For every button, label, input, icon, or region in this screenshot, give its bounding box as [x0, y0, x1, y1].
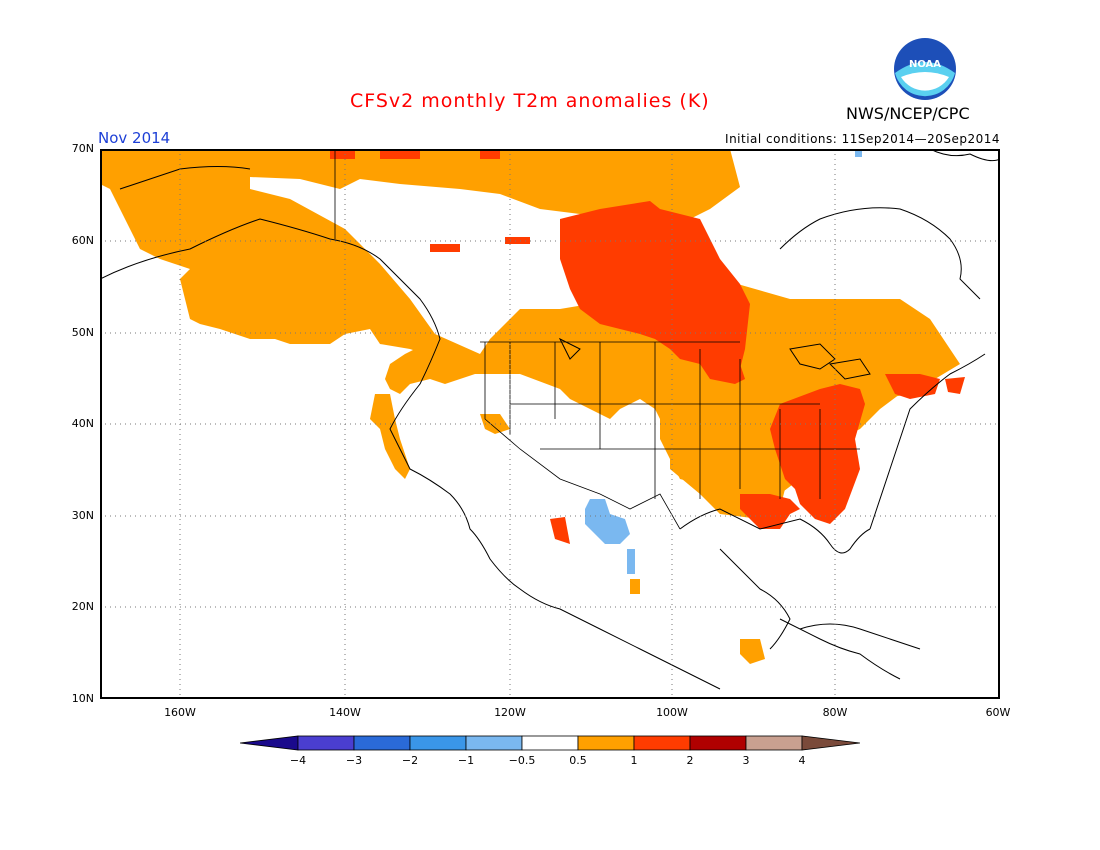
- colorbar-segment: [297, 735, 355, 751]
- lat-label-40n: 40N: [71, 417, 94, 430]
- organization-label: NWS/NCEP/CPC: [846, 104, 970, 123]
- colorbar-tick-label: −0.5: [508, 754, 536, 767]
- colorbar-tick-label: −3: [345, 754, 363, 767]
- colorbar-segment: [521, 735, 579, 751]
- colorbar-segment: [353, 735, 411, 751]
- colorbar-segment: [745, 735, 803, 751]
- colorbar-segment: [689, 735, 747, 751]
- colorbar-tick-label: 3: [742, 754, 750, 767]
- colorbar-tick-label: −1: [457, 754, 475, 767]
- logo-text: NOAA: [909, 59, 941, 70]
- lat-label-30n: 30N: [71, 509, 94, 522]
- lon-label-120w: 120W: [494, 706, 526, 719]
- forecast-month-label: Nov 2014: [98, 129, 171, 147]
- colorbar-tick-label: 1: [630, 754, 638, 767]
- colorbar-segment: [577, 735, 635, 751]
- colorbar-segment-min: [240, 735, 299, 751]
- lon-label-100w: 100W: [656, 706, 688, 719]
- colorbar-segment: [633, 735, 691, 751]
- anomaly-map: [100, 149, 1000, 699]
- colorbar-segment: [409, 735, 467, 751]
- lon-label-80w: 80W: [822, 706, 848, 719]
- colorbar-tick-label: 4: [798, 754, 806, 767]
- colorbar-tick-label: −4: [289, 754, 307, 767]
- lon-label-60w: 60W: [985, 706, 1011, 719]
- lat-label-70n: 70N: [71, 142, 94, 155]
- colorbar-tick-label: 2: [686, 754, 694, 767]
- lon-label-160w: 160W: [164, 706, 196, 719]
- colorbar-tick-label: 0.5: [569, 754, 587, 767]
- colorbar-tick-label: −2: [401, 754, 419, 767]
- coastlines: [100, 149, 1000, 690]
- lat-label-10n: 10N: [71, 692, 94, 705]
- graticule: [100, 149, 1000, 699]
- colorbar: [240, 735, 860, 751]
- map-title: CFSv2 monthly T2m anomalies (K): [350, 90, 710, 112]
- colorbar-segment: [465, 735, 523, 751]
- lat-label-50n: 50N: [71, 326, 94, 339]
- noaa-logo: NOAA: [894, 38, 956, 100]
- lon-label-140w: 140W: [329, 706, 361, 719]
- initial-conditions-label: Initial conditions: 11Sep2014—20Sep2014: [725, 132, 1000, 146]
- lat-label-60n: 60N: [71, 234, 94, 247]
- lat-label-20n: 20N: [71, 600, 94, 613]
- colorbar-segment-max: [801, 735, 860, 751]
